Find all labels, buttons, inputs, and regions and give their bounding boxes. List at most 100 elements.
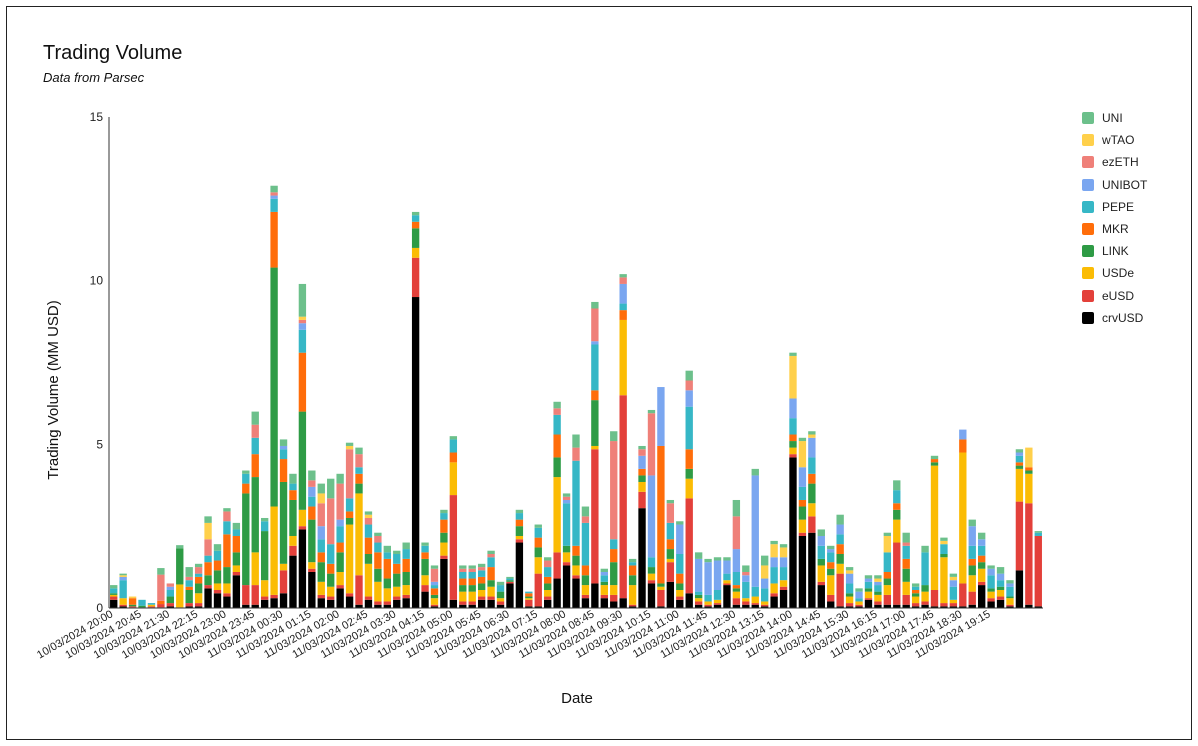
bar-segment-mkr (553, 434, 561, 458)
bar-segment-crvusd (185, 606, 193, 608)
bar-segment-ezeth (166, 583, 174, 587)
bar-segment-crvusd (770, 596, 778, 608)
bar-segment-uni (911, 583, 920, 587)
bar-segment-link (808, 483, 816, 504)
bar-segment-unibot (864, 578, 873, 582)
bar-segment-eusd (204, 585, 212, 589)
bar-segment-crvusd (553, 578, 561, 608)
bar-segment-usde (213, 583, 222, 590)
bar-segment-crvusd (317, 598, 325, 608)
bar-segment-pepe (808, 457, 816, 474)
bar-segment-eusd (440, 555, 448, 559)
bar-segment-link (1015, 465, 1024, 469)
bar-segment-mkr (827, 562, 835, 569)
bar-segment-usde (827, 575, 835, 595)
legend-item-wtao: wTAO (1082, 129, 1147, 151)
bar-segment-eusd (694, 601, 703, 605)
bar-segment-uni (251, 411, 259, 425)
bar-segment-ezeth (157, 574, 165, 601)
bar-segment-ezeth (742, 571, 750, 576)
legend-swatch (1082, 178, 1094, 191)
bar-segment-wtao (364, 514, 373, 518)
bar-segment-crvusd (874, 604, 882, 608)
bar-segment-uni (779, 544, 788, 548)
bar-segment-pepe (345, 498, 354, 512)
bar-segment-link (817, 558, 825, 566)
bar-segment-eusd (506, 581, 514, 584)
bar-segment-link (789, 441, 797, 448)
bar-segment-usde (883, 585, 892, 595)
bar-segment-usde (317, 581, 325, 595)
bar-segment-crvusd (166, 606, 174, 608)
bar-segment-pepe (619, 303, 627, 311)
bar-segment-pepe (223, 521, 231, 535)
bar-segment-uni (411, 211, 420, 216)
bar-segment-unibot (845, 573, 854, 584)
bar-segment-mkr (251, 454, 259, 478)
bar-segment-usde (449, 462, 458, 496)
bar-segment-link (581, 575, 590, 586)
bar-segment-ezeth (666, 503, 675, 523)
bar-segment-pepe (581, 522, 590, 566)
bar-segment-eusd (789, 454, 797, 458)
bar-segment-eusd (562, 562, 571, 566)
bar-segment-eusd (374, 601, 382, 605)
bar-segment-ezeth (298, 319, 307, 324)
bar-segment-pepe (874, 585, 882, 592)
bar-segment-link (902, 568, 910, 582)
bar-segment-usde (742, 598, 750, 602)
bar-segment-mkr (789, 434, 797, 442)
bar-segment-crvusd (978, 585, 986, 608)
bar-segment-usde (902, 581, 910, 595)
bar-segment-link (459, 585, 467, 592)
bar-segment-uni (119, 573, 127, 576)
bar-segment-usde (666, 558, 675, 563)
bar-segment-unibot (298, 323, 307, 330)
bar-segment-crvusd (911, 606, 920, 608)
bar-segment-uni (487, 550, 495, 554)
bar-segment-wtao (317, 493, 325, 504)
bar-segment-uni (704, 558, 712, 563)
bar-segment-ezeth (562, 496, 571, 500)
bar-segment-uni (855, 588, 863, 592)
bar-segment-eusd (525, 599, 533, 607)
bar-segment-wtao (779, 547, 788, 558)
bar-segment-pepe (185, 580, 193, 587)
bar-segment-wtao (345, 445, 354, 450)
bar-segment-ezeth (581, 516, 590, 523)
bar-segment-mkr (440, 519, 448, 533)
bar-segment-mkr (468, 578, 476, 586)
bar-segment-uni (647, 409, 656, 414)
bar-segment-ezeth (572, 447, 580, 461)
bar-segment-ezeth (270, 192, 278, 196)
bar-segment-crvusd (638, 508, 646, 608)
bar-segment-link (251, 477, 259, 553)
bar-segment-link (327, 573, 335, 587)
bar-segment-eusd (808, 516, 816, 533)
bar-segment-link (845, 593, 854, 597)
bar-segment-unibot (1006, 583, 1014, 587)
bar-segment-pepe (317, 539, 325, 553)
bar-segment-wtao (874, 578, 882, 582)
legend-swatch (1082, 289, 1094, 302)
bar-segment-uni (817, 529, 825, 536)
bar-segment-unibot (808, 437, 816, 458)
bar-segment-link (864, 588, 873, 592)
legend-item-link: LINK (1082, 240, 1147, 262)
bar-segment-link (176, 548, 184, 585)
bar-segment-usde (298, 509, 307, 527)
bar-segment-crvusd (987, 601, 995, 608)
bar-segment-usde (430, 598, 439, 605)
bar-segment-usde (761, 601, 769, 605)
bar-segment-wtao (883, 535, 892, 553)
bar-segment-uni (845, 567, 854, 571)
bar-segment-uni (1015, 449, 1024, 453)
bar-segment-pepe (685, 406, 693, 450)
bar-segment-mkr (213, 560, 222, 571)
bar-segment-crvusd (808, 532, 816, 608)
bar-segment-eusd (383, 601, 391, 605)
bar-segment-link (610, 562, 618, 586)
bar-segment-link (515, 526, 524, 536)
bar-segment-wtao (808, 434, 816, 438)
bar-segment-uni (298, 283, 307, 317)
